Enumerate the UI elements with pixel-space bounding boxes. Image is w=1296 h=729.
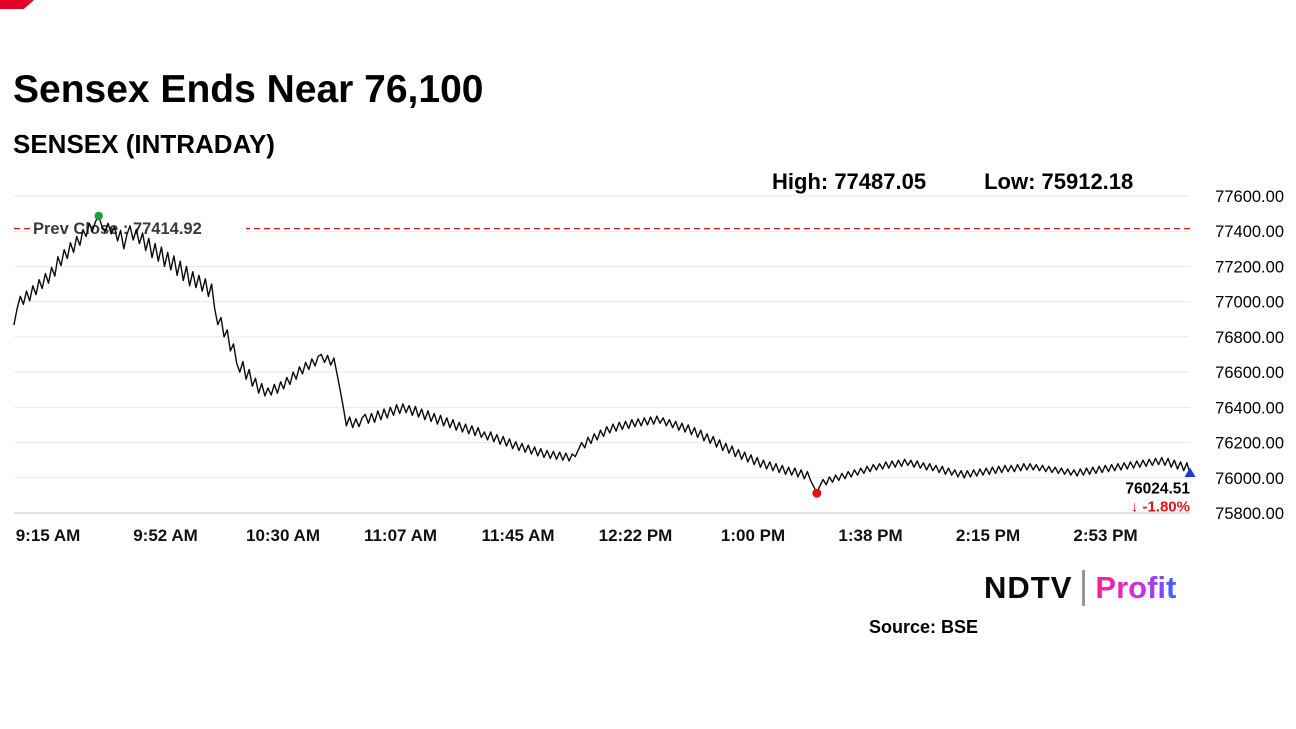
profit-wordmark: Profit bbox=[1095, 570, 1177, 605]
svg-text:9:52 AM: 9:52 AM bbox=[133, 526, 198, 545]
svg-text:75800.00: 75800.00 bbox=[1215, 505, 1284, 523]
high-value: High: 77487.05 bbox=[772, 169, 927, 194]
svg-text:Prev Close : 77414.92: Prev Close : 77414.92 bbox=[33, 220, 202, 238]
svg-text:76024.51: 76024.51 bbox=[1125, 480, 1190, 497]
svg-text:2:15 PM: 2:15 PM bbox=[956, 526, 1020, 545]
logo-divider bbox=[1082, 570, 1086, 606]
ndtv-wordmark: NDTV bbox=[984, 570, 1073, 605]
svg-text:76800.00: 76800.00 bbox=[1215, 329, 1284, 347]
svg-text:76000.00: 76000.00 bbox=[1215, 470, 1284, 488]
svg-text:11:07 AM: 11:07 AM bbox=[364, 526, 437, 545]
svg-text:76400.00: 76400.00 bbox=[1215, 399, 1284, 417]
svg-text:1:00 PM: 1:00 PM bbox=[721, 526, 785, 545]
svg-text:9:15 AM: 9:15 AM bbox=[16, 526, 81, 545]
brand-corner-mark bbox=[0, 0, 34, 9]
low-value: Low: 75912.18 bbox=[984, 169, 1134, 194]
source-credit: Source: BSE bbox=[869, 617, 979, 637]
svg-text:11:45 AM: 11:45 AM bbox=[481, 526, 554, 545]
svg-text:2:53 PM: 2:53 PM bbox=[1073, 526, 1137, 545]
svg-text:76200.00: 76200.00 bbox=[1215, 435, 1284, 453]
svg-text:76600.00: 76600.00 bbox=[1215, 364, 1284, 382]
high-low-row: High: 77487.05 Low: 75912.18 bbox=[772, 169, 1133, 195]
svg-text:77400.00: 77400.00 bbox=[1215, 223, 1284, 241]
ndtv-profit-logo: NDTV Profit bbox=[984, 570, 1176, 606]
page-title: Sensex Ends Near 76,100 bbox=[13, 68, 484, 111]
chart-subtitle: SENSEX (INTRADAY) bbox=[13, 129, 275, 159]
svg-text:77200.00: 77200.00 bbox=[1215, 258, 1284, 276]
svg-text:10:30 AM: 10:30 AM bbox=[246, 526, 320, 545]
svg-text:12:22 PM: 12:22 PM bbox=[599, 526, 673, 545]
svg-text:77600.00: 77600.00 bbox=[1215, 188, 1284, 206]
svg-text:↓ -1.80%: ↓ -1.80% bbox=[1131, 498, 1190, 515]
svg-text:1:38 PM: 1:38 PM bbox=[838, 526, 902, 545]
svg-text:77000.00: 77000.00 bbox=[1215, 294, 1284, 312]
